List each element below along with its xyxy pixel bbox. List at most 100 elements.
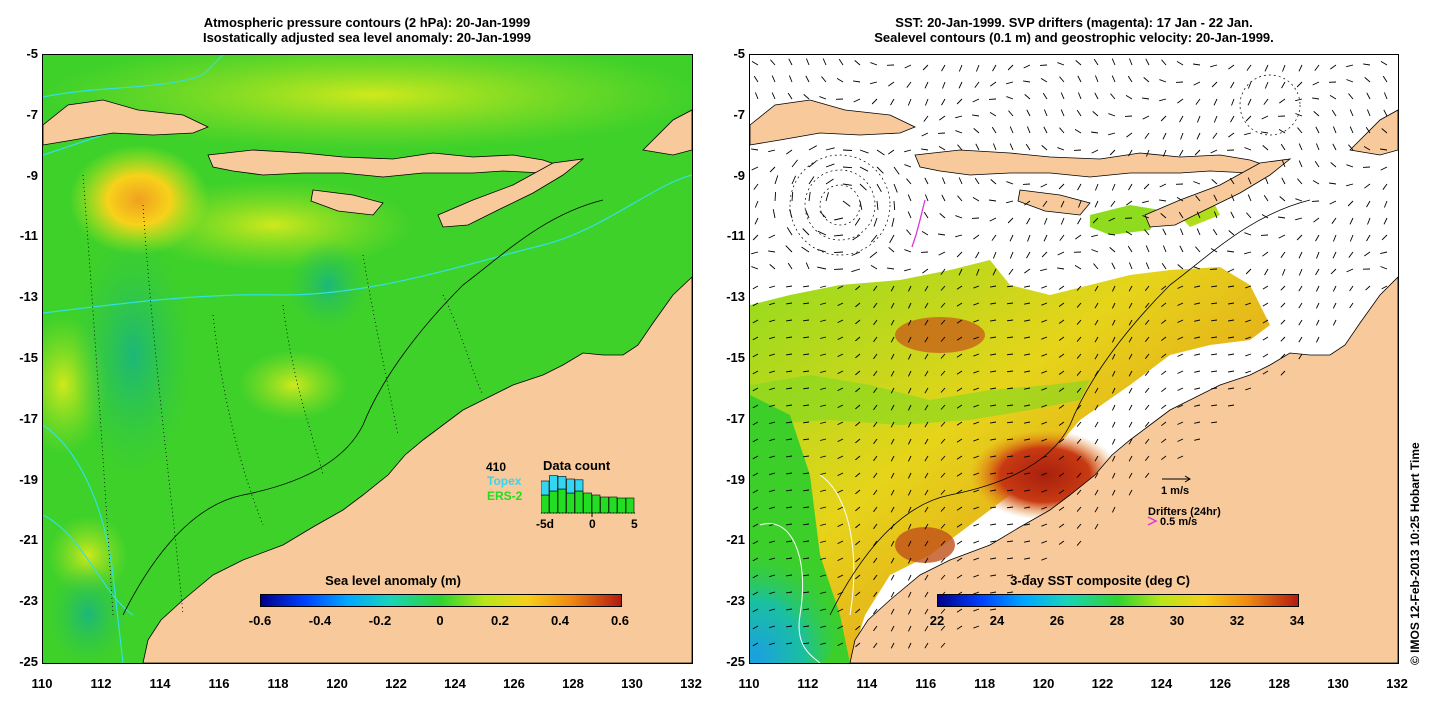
java-coast-right (750, 99, 916, 146)
svp-drifter-track (911, 199, 926, 248)
velocity-arrow (1194, 404, 1201, 407)
left-lon-tick: 116 (208, 676, 230, 691)
velocity-arrow (907, 540, 912, 547)
velocity-arrow (787, 262, 793, 270)
sla-low-patch-2 (288, 240, 368, 330)
velocity-arrow (1228, 387, 1235, 390)
velocity-arrow (1145, 262, 1150, 270)
velocity-arrow (1264, 81, 1269, 89)
velocity-arrow (873, 591, 878, 598)
velocity-arrow (855, 421, 861, 427)
velocity-arrow (803, 489, 810, 492)
velocity-arrow (1006, 523, 1014, 526)
left-lat-tick: -23 (19, 593, 38, 609)
velocity-arrow (770, 59, 776, 66)
velocity-arrow (1312, 180, 1320, 185)
velocity-arrow (752, 455, 759, 460)
velocity-arrow (1380, 266, 1388, 270)
velocity-arrow (751, 148, 759, 151)
velocity-arrow (1195, 98, 1201, 105)
velocity-arrow (769, 557, 776, 561)
velocity-arrow (923, 211, 929, 219)
velocity-arrow (990, 455, 997, 458)
velocity-arrow (989, 217, 997, 222)
velocity-arrow (893, 166, 900, 175)
velocity-arrow (1381, 285, 1388, 290)
velocity-arrow (1006, 506, 1014, 509)
velocity-arrow (973, 387, 980, 391)
velocity-arrow (1280, 302, 1286, 308)
velocity-arrow (1006, 455, 1014, 458)
velocity-arrow (752, 557, 759, 562)
velocity-arrow (1127, 75, 1133, 83)
velocity-arrow (803, 319, 810, 322)
velocity-arrow (859, 149, 869, 154)
velocity-arrow (1295, 113, 1303, 117)
velocity-arrow (907, 404, 912, 411)
velocity-arrow (888, 149, 895, 155)
velocity-arrow (1144, 319, 1150, 325)
velocity-arrow (1144, 438, 1150, 444)
sla-low-patch-3 (48, 565, 128, 663)
velocity-arrow (924, 540, 929, 547)
velocity-arrow (1006, 540, 1014, 543)
velocity-arrow (855, 472, 861, 478)
velocity-arrow (1058, 336, 1065, 341)
velocity-arrow (791, 191, 794, 202)
sst-hot-patch-2 (895, 527, 955, 563)
velocity-arrow (1366, 109, 1371, 117)
velocity-arrow (873, 574, 878, 581)
right-colorbar-tick: 26 (1049, 613, 1065, 628)
velocity-arrow (941, 194, 946, 202)
velocity-arrow (907, 574, 912, 581)
velocity-arrow (769, 166, 776, 173)
velocity-arrow (940, 404, 946, 410)
left-colorbar-tick: -0.6 (248, 613, 272, 628)
velocity-arrow (1006, 96, 1014, 100)
velocity-arrow (973, 336, 980, 340)
velocity-arrow (820, 489, 827, 492)
velocity-arrow (855, 608, 861, 614)
velocity-arrow (803, 302, 810, 305)
velocity-arrow (1383, 217, 1388, 225)
velocity-arrow (855, 404, 861, 410)
velocity-arrow (1298, 268, 1303, 276)
velocity-arrow (803, 285, 810, 288)
velocity-arrow (855, 642, 861, 648)
right-map[interactable]: 1 m/s Drifters (24hr) 0.5 m/s 3-day SST … (749, 54, 1399, 664)
velocity-arrow (924, 489, 929, 496)
velocity-arrow (752, 608, 759, 613)
velocity-arrow (769, 353, 776, 357)
velocity-arrow (924, 194, 929, 202)
velocity-arrow (1024, 421, 1031, 424)
velocity-arrow (1194, 421, 1201, 424)
velocity-arrow (1228, 230, 1235, 236)
right-lat-tick: -21 (726, 532, 745, 548)
velocity-arrow (1009, 126, 1014, 134)
left-lat-tick: -11 (19, 228, 38, 244)
velocity-arrow (1043, 234, 1048, 242)
velocity-arrow (876, 200, 879, 210)
velocity-arrow (1041, 506, 1048, 510)
left-colorbar-tick: 0.2 (490, 613, 510, 628)
velocity-arrow (786, 285, 793, 288)
velocity-arrow (1111, 438, 1116, 445)
velocity-arrow (907, 625, 912, 632)
velocity-arrow (1349, 302, 1354, 309)
velocity-arrow (1349, 217, 1354, 225)
left-map[interactable]: 410 Data count Topex ERS-2 -5d 0 5 Sea l… (42, 54, 693, 664)
velocity-arrow (1315, 302, 1320, 309)
velocity-arrow (1041, 353, 1048, 357)
velocity-arrow (956, 438, 963, 443)
right-lat-tick: -19 (726, 471, 745, 487)
velocity-arrow (1060, 109, 1065, 117)
velocity-arrow (924, 404, 929, 411)
velocity-arrow (1346, 164, 1354, 168)
velocity-arrow (1040, 78, 1048, 83)
velocity-arrow (924, 472, 929, 479)
velocity-arrow (1279, 196, 1286, 202)
velocity-arrow (890, 353, 895, 360)
velocity-arrow (1041, 336, 1048, 340)
velocity-arrow (803, 370, 810, 373)
velocity-arrow (1094, 404, 1099, 411)
